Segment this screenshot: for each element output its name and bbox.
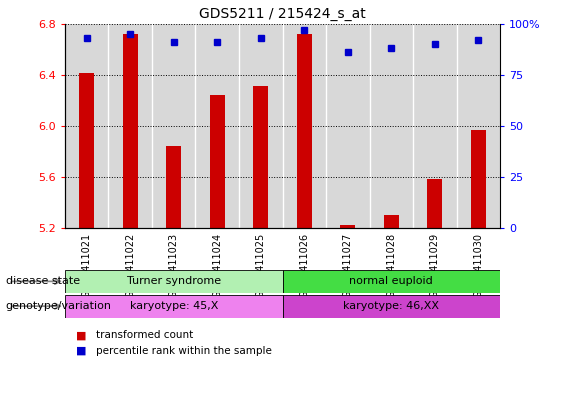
Bar	[471, 130, 486, 228]
Title: GDS5211 / 215424_s_at: GDS5211 / 215424_s_at	[199, 7, 366, 21]
Text: transformed count: transformed count	[96, 330, 193, 340]
Bar	[282, 270, 500, 293]
Text: disease state: disease state	[6, 276, 80, 286]
Bar	[195, 24, 239, 228]
Bar	[166, 146, 181, 228]
Bar	[65, 295, 282, 318]
Text: Turner syndrome: Turner syndrome	[127, 276, 221, 286]
Bar	[427, 180, 442, 228]
Bar	[297, 34, 312, 228]
Text: ■: ■	[76, 330, 87, 340]
Text: karyotype: 46,XX: karyotype: 46,XX	[344, 301, 439, 311]
Text: percentile rank within the sample: percentile rank within the sample	[96, 346, 272, 356]
Bar	[65, 24, 108, 228]
Bar	[282, 24, 326, 228]
Bar	[384, 215, 399, 228]
Bar	[79, 73, 94, 228]
Bar	[413, 24, 457, 228]
Bar	[253, 86, 268, 228]
Bar	[370, 24, 413, 228]
Bar	[152, 24, 195, 228]
Bar	[108, 24, 152, 228]
Text: karyotype: 45,X: karyotype: 45,X	[129, 301, 218, 311]
Bar	[282, 295, 500, 318]
Bar	[340, 226, 355, 228]
Bar	[123, 34, 138, 228]
Text: genotype/variation: genotype/variation	[6, 301, 112, 311]
Text: ■: ■	[76, 346, 87, 356]
Bar	[326, 24, 370, 228]
Text: normal euploid: normal euploid	[349, 276, 433, 286]
Bar	[239, 24, 282, 228]
Bar	[457, 24, 500, 228]
Bar	[210, 95, 225, 228]
Bar	[65, 270, 282, 293]
